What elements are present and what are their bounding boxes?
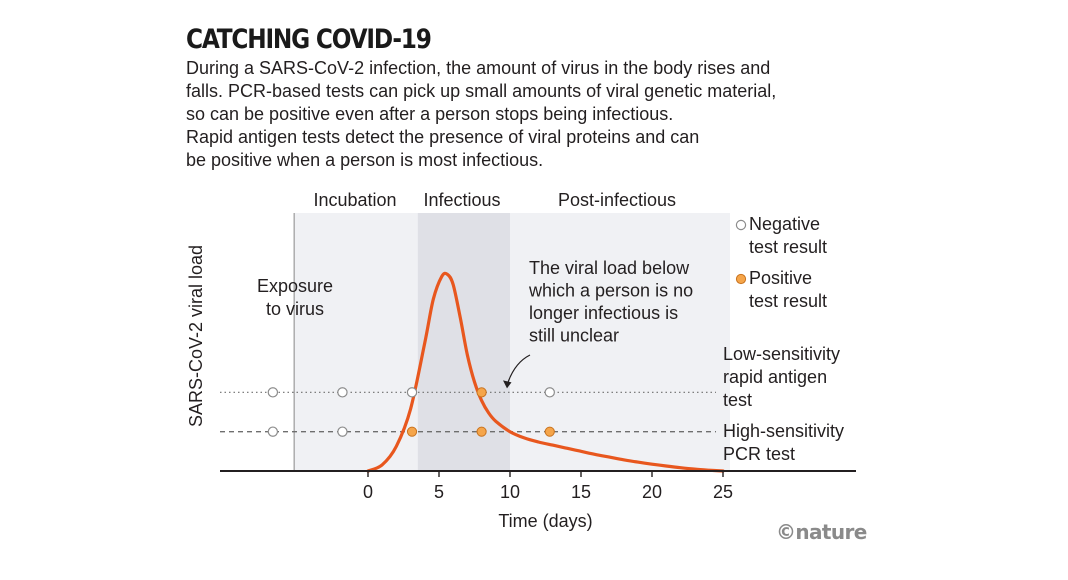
test-result-negative [267, 426, 279, 437]
x-tick-label: 15 [571, 482, 591, 502]
exposure-label: to virus [266, 299, 324, 319]
test-result-negative [406, 387, 418, 398]
phase-label: Incubation [313, 190, 396, 210]
test-label: High-sensitivity [723, 421, 844, 441]
test-result-positive [406, 426, 418, 437]
test-result-negative [337, 387, 348, 398]
y-axis-title: SARS-CoV-2 viral load [186, 245, 206, 427]
phase-band-incubation [294, 213, 418, 471]
test-label: test [723, 390, 752, 410]
annotation-text: still unclear [529, 326, 619, 346]
description-line: falls. PCR-based tests can pick up small… [186, 81, 777, 101]
legend-marker-positive [735, 273, 747, 285]
test-result-negative [267, 387, 279, 398]
description-line: so can be positive even after a person s… [186, 104, 674, 124]
legend-label: Negative [749, 214, 820, 234]
test-result-positive [544, 426, 555, 437]
x-tick-label: 0 [363, 482, 373, 502]
test-label: rapid antigen [723, 367, 827, 387]
legend-label: test result [749, 291, 827, 311]
legend-marker-negative [735, 219, 747, 231]
description-line: Rapid antigen tests detect the presence … [186, 127, 700, 147]
test-result-negative [544, 387, 555, 398]
phase-label: Infectious [423, 190, 500, 210]
annotation-arrowhead [503, 380, 512, 389]
chart-title: CATCHING COVID-19 [186, 24, 432, 55]
test-result-positive [476, 387, 487, 398]
x-tick-label: 25 [713, 482, 733, 502]
x-tick-label: 20 [642, 482, 662, 502]
x-tick-label: 10 [500, 482, 520, 502]
legend-label: Positive [749, 268, 812, 288]
description-line: be positive when a person is most infect… [186, 150, 544, 170]
description-line: During a SARS-CoV-2 infection, the amoun… [186, 58, 771, 78]
test-label: Low-sensitivity [723, 344, 840, 364]
nature-logo-credit: ©nature [776, 520, 867, 544]
x-axis-title: Time (days) [498, 511, 592, 531]
annotation-text: longer infectious is [529, 303, 678, 323]
annotation-text: The viral load below [529, 258, 690, 278]
exposure-label: Exposure [257, 276, 333, 296]
phase-label: Post-infectious [558, 190, 676, 210]
test-result-positive [476, 426, 487, 437]
viral-load-curve [366, 271, 725, 473]
chart-description: During a SARS-CoV-2 infection, the amoun… [186, 57, 866, 172]
x-tick-label: 5 [434, 482, 444, 502]
test-result-negative [337, 426, 348, 437]
legend-label: test result [749, 237, 827, 257]
annotation-text: which a person is no [528, 281, 693, 301]
test-label: PCR test [723, 444, 795, 464]
